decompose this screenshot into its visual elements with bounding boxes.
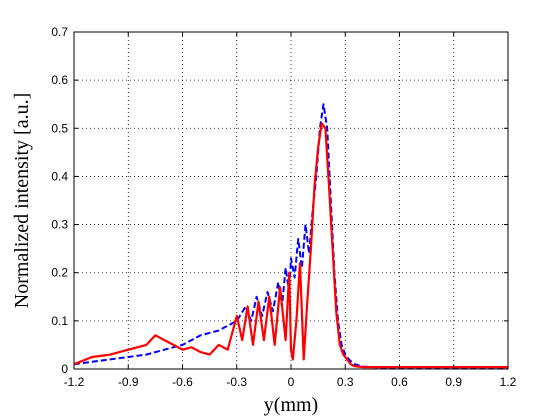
x-tick-label: -1.2 (64, 375, 85, 389)
series-line-2 (73, 122, 508, 369)
y-tick-label: 0.7 (51, 25, 68, 39)
ticks: -1.2 -0.9 -0.6 -0.3 0 0.3 0.6 0.9 1.2 0 0.1 0.2 0.3 0… (51, 25, 516, 389)
y-tick-label: 0.1 (51, 314, 68, 328)
x-axis-title: y(mm) (264, 394, 318, 416)
x-tick-label: -0.6 (172, 375, 193, 389)
y-tick-label: 0.3 (51, 218, 68, 232)
y-tick-label: 0.4 (51, 169, 68, 183)
x-tick-label: 1.2 (500, 375, 517, 389)
x-tick-label: 0.3 (337, 375, 354, 389)
x-tick-label: 0.9 (445, 375, 462, 389)
y-tick-label: 0.2 (51, 266, 68, 280)
x-tick-label: -0.3 (226, 375, 247, 389)
y-tick-label: 0.6 (51, 73, 68, 87)
x-tick-label: 0 (288, 375, 295, 389)
x-tick-label: -0.9 (118, 375, 139, 389)
y-tick-label: 0.5 (51, 121, 68, 135)
y-tick-label: 0 (61, 362, 68, 376)
y-axis-title: Normalized intensity [a.u.] (11, 93, 33, 309)
series-layer (73, 103, 508, 369)
series-line-1 (73, 103, 508, 369)
x-tick-label: 0.6 (391, 375, 408, 389)
